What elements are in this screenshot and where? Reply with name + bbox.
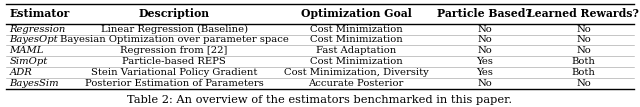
Text: Table 2: An overview of the estimators benchmarked in this paper.: Table 2: An overview of the estimators b… bbox=[127, 95, 513, 105]
Text: No: No bbox=[576, 36, 591, 45]
Text: Estimator: Estimator bbox=[10, 8, 70, 19]
Text: MAML: MAML bbox=[10, 46, 44, 55]
Text: No: No bbox=[576, 25, 591, 34]
Text: Cost Minimization: Cost Minimization bbox=[310, 36, 403, 45]
Text: ADR: ADR bbox=[10, 68, 32, 77]
Text: No: No bbox=[477, 79, 492, 88]
Text: Optimization Goal: Optimization Goal bbox=[301, 8, 412, 19]
Text: Both: Both bbox=[572, 68, 595, 77]
Text: Yes: Yes bbox=[476, 68, 493, 77]
Text: Regression from [22]: Regression from [22] bbox=[120, 46, 228, 55]
Text: Learned Rewards?: Learned Rewards? bbox=[527, 8, 639, 19]
Text: BayesSim: BayesSim bbox=[10, 79, 59, 88]
Text: Cost Minimization: Cost Minimization bbox=[310, 57, 403, 66]
Text: Both: Both bbox=[572, 57, 595, 66]
Text: Particle Based?: Particle Based? bbox=[437, 8, 532, 19]
Text: Stein Variational Policy Gradient: Stein Variational Policy Gradient bbox=[91, 68, 257, 77]
Text: Posterior Estimation of Parameters: Posterior Estimation of Parameters bbox=[85, 79, 264, 88]
Text: No: No bbox=[477, 36, 492, 45]
Text: Bayesian Optimization over parameter space: Bayesian Optimization over parameter spa… bbox=[60, 36, 289, 45]
Text: No: No bbox=[477, 46, 492, 55]
Text: Regression: Regression bbox=[10, 25, 66, 34]
Text: Cost Minimization, Diversity: Cost Minimization, Diversity bbox=[284, 68, 428, 77]
Text: Cost Minimization: Cost Minimization bbox=[310, 25, 403, 34]
Text: Linear Regression (Baseline): Linear Regression (Baseline) bbox=[100, 25, 248, 34]
Text: No: No bbox=[576, 79, 591, 88]
Text: No: No bbox=[576, 46, 591, 55]
Text: SimOpt: SimOpt bbox=[10, 57, 48, 66]
Text: Fast Adaptation: Fast Adaptation bbox=[316, 46, 396, 55]
Text: Particle-based REPS: Particle-based REPS bbox=[122, 57, 226, 66]
Text: Accurate Posterior: Accurate Posterior bbox=[308, 79, 404, 88]
Text: Yes: Yes bbox=[476, 57, 493, 66]
Text: No: No bbox=[477, 25, 492, 34]
Text: Description: Description bbox=[139, 8, 210, 19]
Text: BayesOpt: BayesOpt bbox=[10, 36, 58, 45]
